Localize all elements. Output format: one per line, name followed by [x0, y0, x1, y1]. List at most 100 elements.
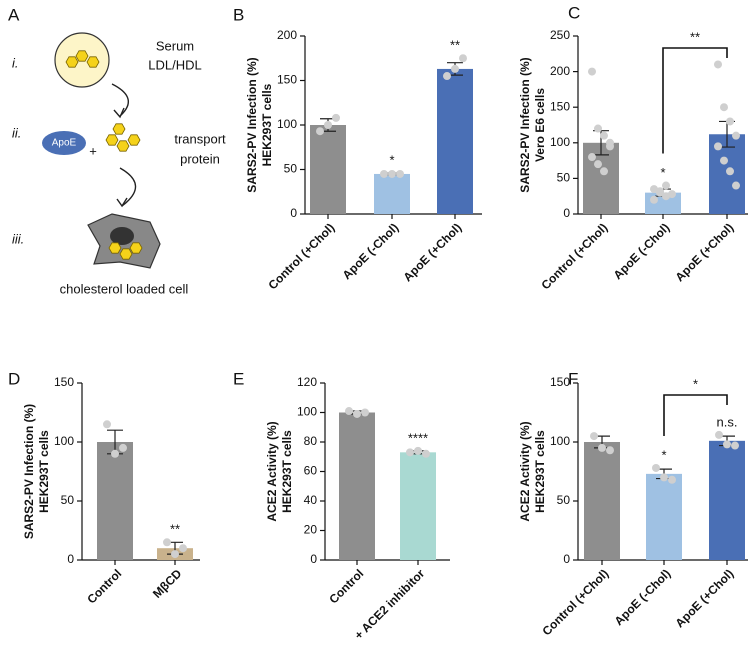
data-point	[714, 142, 722, 151]
x-tick-label: ApoE (+Chol)	[400, 220, 464, 284]
data-point	[726, 117, 734, 126]
data-point	[668, 190, 676, 199]
x-tick-label: Control (+Chol)	[538, 220, 610, 292]
data-point	[594, 124, 602, 133]
y-tick-label: 120	[297, 375, 317, 389]
step-label: i.	[12, 55, 19, 70]
data-point	[660, 473, 668, 482]
y-axis-label: SARS2-PV Infection (%)	[245, 57, 259, 192]
y-tick-label: 50	[557, 171, 571, 185]
y-tick-label: 200	[277, 28, 297, 42]
y-tick-label: 100	[550, 135, 570, 149]
x-tick-label: ApoE (-Chol)	[611, 220, 673, 282]
data-point	[594, 160, 602, 169]
data-point	[662, 192, 670, 201]
bar	[400, 452, 436, 560]
step-label: iii.	[12, 231, 24, 246]
data-point	[103, 420, 111, 429]
y-axis-label: SARS2-PV Infection (%)	[518, 57, 532, 192]
label: +	[89, 143, 97, 158]
y-tick-label: 100	[550, 434, 570, 448]
y-tick-label: 20	[304, 523, 318, 537]
y-tick-label: 50	[284, 162, 298, 176]
panel-label: E	[233, 369, 244, 388]
data-point	[361, 408, 369, 417]
bar	[97, 442, 133, 560]
data-point	[119, 443, 127, 452]
significance-label: *	[661, 447, 666, 462]
data-point	[179, 544, 187, 553]
significance-label: *	[660, 165, 665, 180]
x-tick-label: Control	[84, 566, 124, 606]
data-point	[406, 448, 414, 457]
x-tick-label: ApoE (+Chol)	[672, 566, 736, 630]
y-tick-label: 200	[550, 64, 570, 78]
y-tick-label: 150	[277, 73, 297, 87]
data-point	[451, 64, 459, 73]
data-point	[726, 167, 734, 176]
label: ApoE	[52, 138, 77, 149]
data-point	[414, 446, 422, 455]
y-tick-label: 100	[54, 434, 74, 448]
apoe-protein	[42, 131, 86, 155]
data-point	[171, 550, 179, 559]
y-tick-label: 0	[67, 552, 74, 566]
data-point	[598, 443, 606, 452]
data-point	[600, 167, 608, 176]
x-tick-label: ApoE (+Chol)	[672, 220, 736, 284]
label: protein	[180, 151, 220, 166]
x-tick-label: ApoE (-Chol)	[340, 220, 402, 282]
y-axis-label: ACE2 Activity (%)	[265, 421, 279, 521]
significance-label: **	[450, 38, 460, 53]
data-point	[652, 463, 660, 472]
y-tick-label: 0	[563, 552, 570, 566]
y-tick-label: 0	[310, 552, 317, 566]
y-tick-label: 0	[563, 206, 570, 220]
bar	[646, 473, 682, 560]
data-point	[606, 446, 614, 455]
significance-bracket	[662, 47, 728, 154]
label: Serum	[156, 38, 194, 53]
y-axis-label: HEK293T cells	[280, 430, 294, 513]
panel-label: C	[568, 3, 580, 22]
data-point	[380, 169, 388, 178]
data-point	[332, 113, 340, 122]
y-tick-label: 150	[550, 375, 570, 389]
data-point	[732, 181, 740, 190]
significance-label: **	[170, 522, 180, 537]
data-point	[459, 54, 467, 63]
data-point	[588, 153, 596, 162]
diagram: A i. ii. iii. Serum LDL/HDL ApoE + trans…	[8, 5, 226, 296]
data-point	[590, 432, 598, 441]
bar	[437, 68, 473, 215]
bar	[339, 412, 375, 560]
data-point	[723, 440, 731, 449]
data-point	[324, 121, 332, 129]
panel-label: F	[568, 369, 578, 388]
y-tick-label: 100	[277, 117, 297, 131]
data-point	[731, 441, 739, 450]
data-point	[650, 195, 658, 204]
x-tick-label: Control (+Chol)	[539, 566, 611, 638]
y-tick-label: 150	[550, 99, 570, 113]
y-tick-label: 40	[304, 493, 318, 507]
arrow-head	[116, 197, 128, 208]
data-point	[714, 60, 722, 69]
data-point	[715, 430, 723, 439]
data-point	[668, 475, 676, 484]
y-axis-label: Vero E6 cells	[533, 88, 547, 162]
panel-label: D	[8, 369, 20, 388]
x-tick-label: ApoE (-Chol)	[612, 566, 674, 628]
y-axis-label: HEK293T cells	[37, 430, 51, 513]
significance-label: *	[389, 152, 394, 167]
x-tick-label: Control (+Chol)	[265, 220, 337, 292]
data-point	[111, 449, 119, 458]
data-point	[662, 181, 670, 190]
arrow-head	[113, 107, 125, 119]
y-tick-label: 0	[290, 206, 297, 220]
data-point	[606, 138, 614, 147]
label: transport	[174, 131, 226, 146]
data-point	[396, 169, 404, 178]
data-point	[345, 407, 353, 416]
